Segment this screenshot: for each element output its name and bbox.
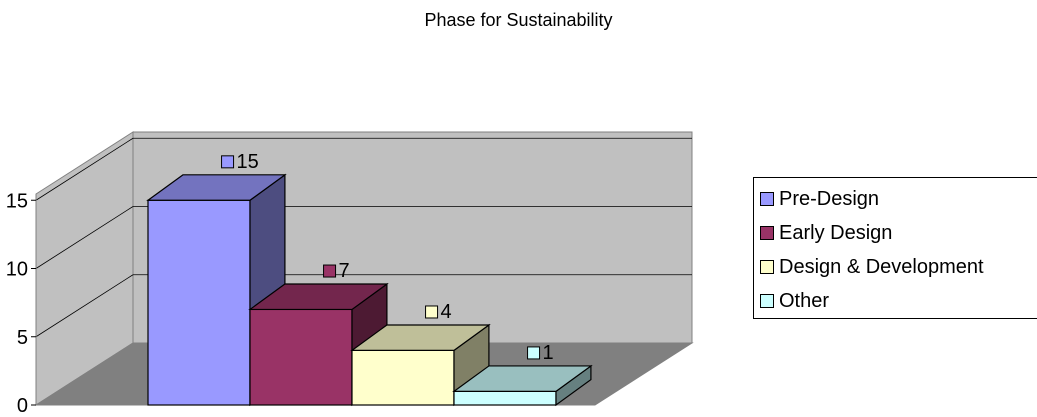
legend-label-pre-design: Pre-Design xyxy=(779,187,880,210)
legend-swatch-design-development xyxy=(760,260,774,274)
bar-top-design-development xyxy=(350,324,491,351)
gridline-side-10 xyxy=(35,206,134,269)
bar-top-pre-design xyxy=(146,174,287,201)
gridline-side-5 xyxy=(35,274,134,338)
legend-label-early-design: Early Design xyxy=(779,221,893,244)
data-label-marker-early-design xyxy=(323,264,337,278)
data-label-marker-other xyxy=(527,346,541,360)
y-tick-label-0: 0 xyxy=(17,395,28,417)
bar-front-design-development xyxy=(351,349,455,406)
data-label-marker-pre-design xyxy=(221,155,235,169)
legend-item-pre-design: Pre-Design xyxy=(760,182,1037,216)
legend-item-other: Other xyxy=(760,284,1037,318)
bar-top-early-design xyxy=(248,283,389,311)
bar-front-early-design xyxy=(249,308,353,406)
data-label-design-development: 4 xyxy=(441,301,452,323)
y-tick-label-15: 15 xyxy=(6,190,28,212)
legend: Pre-Design Early Design Design & Develop… xyxy=(753,177,1037,319)
y-tick-label-5: 5 xyxy=(17,327,28,349)
bar-front-other xyxy=(453,390,557,406)
data-label-other: 1 xyxy=(543,342,554,364)
legend-label-design-development: Design & Development xyxy=(779,255,984,278)
data-label-early-design: 7 xyxy=(339,260,350,282)
data-label-pre-design: 15 xyxy=(237,151,259,173)
bar-front-pre-design xyxy=(147,199,251,406)
chart-title: Phase for Sustainability xyxy=(424,10,613,30)
legend-item-design-development: Design & Development xyxy=(760,250,1037,284)
legend-swatch-pre-design xyxy=(760,192,774,206)
legend-item-early-design: Early Design xyxy=(760,216,1037,250)
y-tick-label-10: 10 xyxy=(6,259,28,281)
bar-top-other xyxy=(452,365,593,392)
data-label-marker-design-development xyxy=(425,305,439,319)
legend-swatch-other xyxy=(760,294,774,308)
gridline-side-15 xyxy=(35,137,134,201)
legend-label-other: Other xyxy=(779,289,830,312)
legend-swatch-early-design xyxy=(760,226,774,240)
